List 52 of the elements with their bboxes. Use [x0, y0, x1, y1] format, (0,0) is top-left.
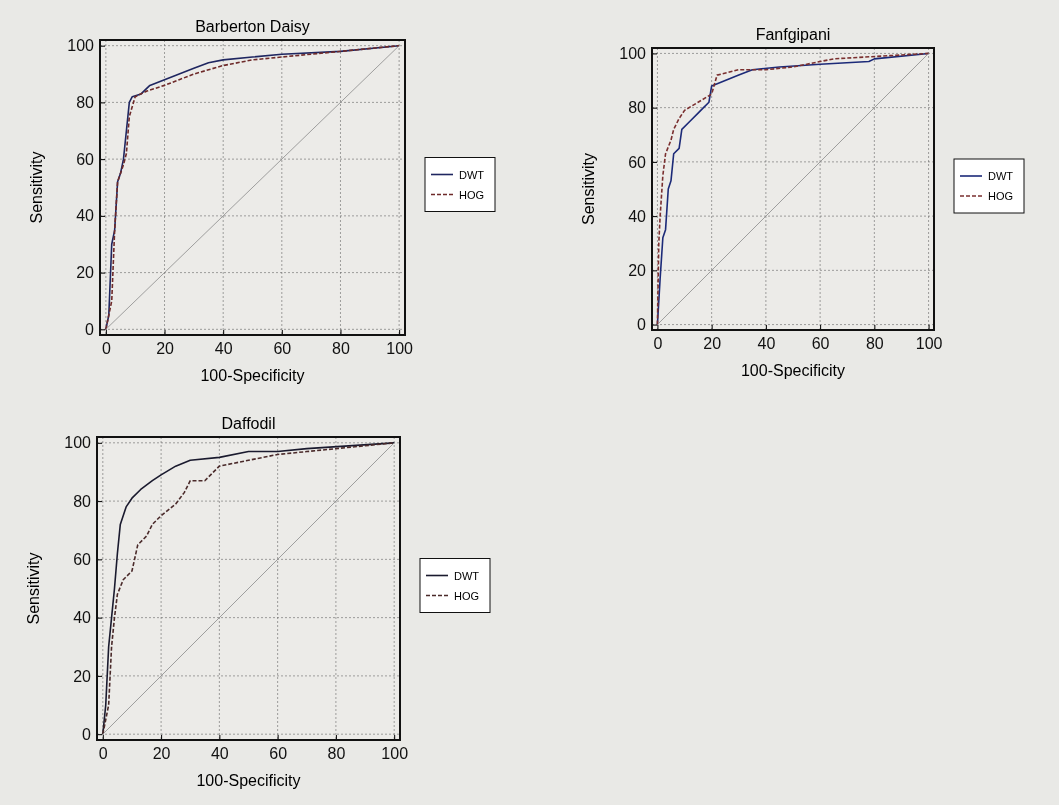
y-tick-label: 40	[73, 609, 92, 627]
x-tick-label: 40	[757, 335, 776, 353]
x-tick-label: 0	[653, 335, 663, 353]
x-tick-label: 60	[273, 340, 292, 358]
y-tick-label: 80	[76, 94, 95, 112]
x-tick-label: 20	[156, 340, 175, 358]
legend-label: HOG	[454, 589, 480, 602]
x-axis-title: 100-Specificity	[740, 362, 846, 379]
x-axis-title: 100-Specificity	[200, 367, 305, 384]
x-tick-label: 40	[210, 745, 229, 763]
legend-label: DWT	[459, 168, 485, 181]
x-tick-label: 100	[386, 340, 414, 358]
x-tick-label: 0	[98, 745, 108, 763]
x-tick-label: 80	[332, 340, 350, 358]
y-tick-label: 100	[64, 434, 92, 452]
y-tick-label: 40	[76, 207, 95, 225]
chart-title: Barberton Daisy	[195, 18, 310, 35]
y-tick-label: 0	[82, 725, 92, 743]
x-tick-label: 40	[214, 340, 233, 358]
x-tick-label: 60	[269, 745, 288, 763]
chart-title: Daffodil	[221, 415, 276, 432]
y-tick-label: 100	[67, 37, 95, 55]
legend-label: DWT	[988, 170, 1014, 182]
chart-title: Fanfgipani	[755, 26, 831, 43]
x-tick-label: 80	[327, 745, 346, 763]
x-tick-label: 100	[381, 745, 409, 763]
y-tick-label: 60	[628, 153, 647, 171]
y-tick-label: 80	[628, 99, 647, 117]
y-tick-label: 0	[85, 320, 95, 338]
y-tick-label: 20	[73, 667, 92, 685]
y-axis-title: Sensitivity	[28, 151, 45, 224]
x-tick-label: 20	[152, 745, 171, 763]
x-tick-label: 80	[865, 335, 884, 353]
y-tick-label: 40	[628, 207, 647, 225]
y-tick-label: 0	[637, 316, 647, 334]
line-series	[102, 442, 395, 735]
y-axis-title: Sensitivity	[580, 152, 597, 226]
y-tick-label: 60	[73, 550, 92, 568]
x-tick-label: 20	[703, 335, 722, 353]
y-tick-label: 100	[619, 45, 647, 63]
x-axis-title: 100-Specificity	[196, 772, 301, 789]
legend-label: HOG	[459, 188, 485, 201]
x-tick-label: 100	[915, 335, 943, 353]
x-tick-label: 60	[811, 335, 830, 353]
legend-label: DWT	[454, 569, 480, 582]
y-axis-title: Sensitivity	[25, 552, 42, 625]
x-tick-label: 0	[101, 340, 111, 358]
y-tick-label: 60	[76, 150, 95, 168]
y-tick-label: 80	[73, 492, 92, 510]
y-tick-label: 20	[76, 264, 95, 282]
legend-label: HOG	[988, 190, 1014, 202]
y-tick-label: 20	[628, 261, 647, 279]
